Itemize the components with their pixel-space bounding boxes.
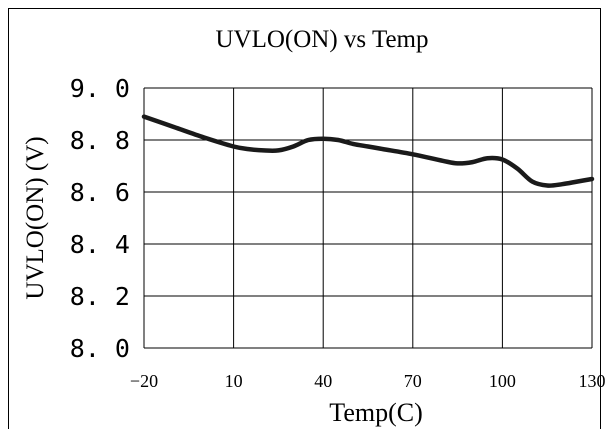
y-axis-label: UVLO(ON) (V) [22, 136, 49, 299]
series-line [141, 114, 595, 188]
x-axis-label: Temp(C) [329, 398, 423, 427]
x-tick-label: 10 [225, 371, 243, 391]
y-tick-labels: 8. 0 8. 2 8. 4 8. 6 8. 8 9. 0 [70, 74, 130, 363]
y-tick-label: 8. 8 [70, 126, 130, 155]
series-lines [141, 114, 595, 188]
y-tick-label: 8. 4 [70, 230, 130, 259]
y-tick-label: 9. 0 [70, 74, 130, 103]
x-tick-label: 40 [314, 371, 332, 391]
chart-frame [8, 8, 601, 429]
chart-title: UVLO(ON) vs Temp [215, 26, 428, 53]
y-tick-label: 8. 0 [70, 334, 130, 363]
grid [143, 87, 593, 349]
x-tick-label: 130 [579, 371, 606, 391]
x-tick-label: −20 [130, 371, 158, 391]
y-tick-label: 8. 2 [70, 282, 130, 311]
x-tick-label: 70 [404, 371, 422, 391]
x-tick-label: 100 [489, 371, 516, 391]
x-tick-labels: −20 10 40 70 100 130 [130, 371, 606, 391]
y-tick-label: 8. 6 [70, 178, 130, 207]
